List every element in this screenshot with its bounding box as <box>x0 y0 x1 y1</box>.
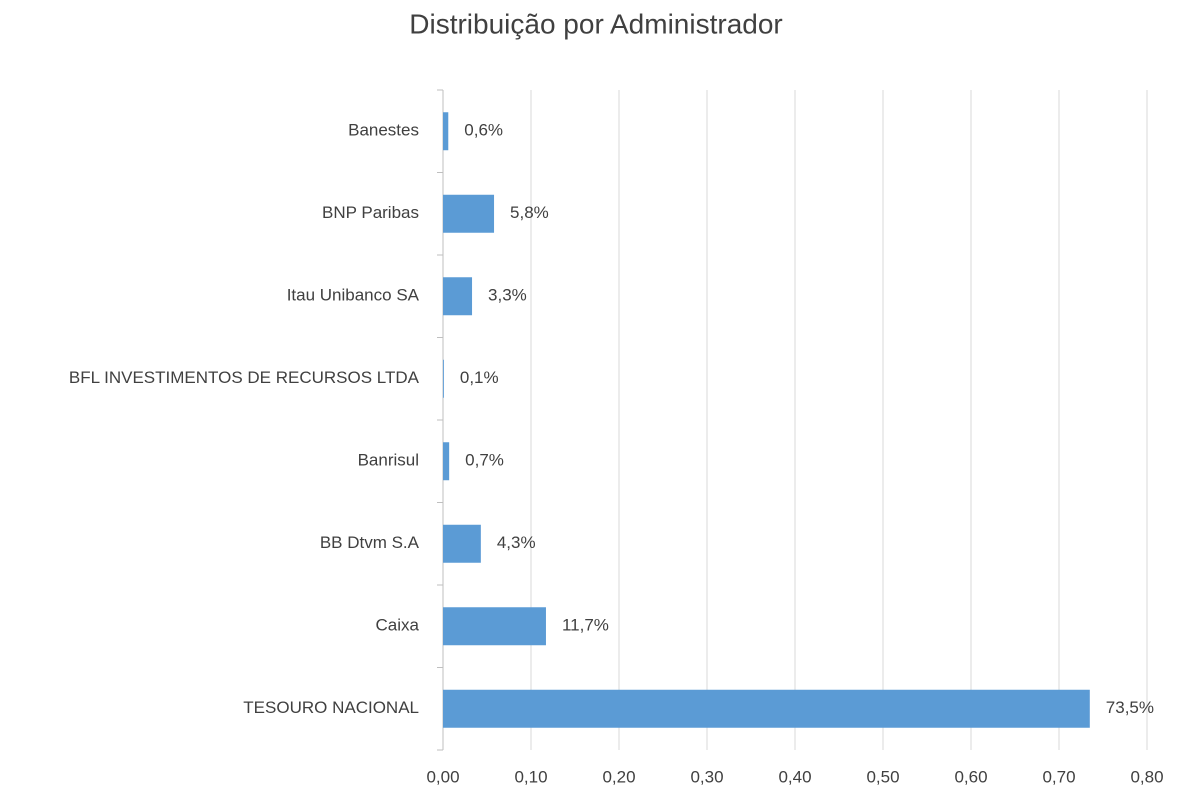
bar <box>443 607 546 646</box>
x-tick-label: 0,50 <box>866 767 899 786</box>
bar <box>443 524 481 563</box>
value-label: 0,1% <box>460 368 499 387</box>
bar <box>443 442 450 481</box>
y-tick-label: Caixa <box>376 616 420 635</box>
y-tick-label: Banestes <box>348 121 419 140</box>
value-label: 73,5% <box>1106 698 1154 717</box>
chart-title: Distribuição por Administrador <box>409 8 783 39</box>
bar <box>443 194 495 233</box>
value-label: 0,7% <box>465 451 504 470</box>
bar <box>443 277 473 316</box>
x-tick-label: 0,20 <box>602 767 635 786</box>
y-tick-label: Itau Unibanco SA <box>287 286 420 305</box>
y-tick-label: Banrisul <box>358 451 419 470</box>
value-label: 5,8% <box>510 203 549 222</box>
x-tick-label: 0,40 <box>778 767 811 786</box>
x-tick-label: 0,70 <box>1042 767 1075 786</box>
x-tick-label: 0,00 <box>426 767 459 786</box>
x-tick-label: 0,30 <box>690 767 723 786</box>
y-tick-label: BB Dtvm S.A <box>320 533 420 552</box>
x-tick-label: 0,10 <box>514 767 547 786</box>
bar <box>443 689 1090 728</box>
value-label: 4,3% <box>497 533 536 552</box>
value-label: 3,3% <box>488 286 527 305</box>
x-tick-label: 0,80 <box>1130 767 1163 786</box>
value-label: 11,7% <box>562 616 609 635</box>
bar <box>443 359 444 398</box>
y-tick-label: BFL INVESTIMENTOS DE RECURSOS LTDA <box>69 368 420 387</box>
y-tick-label: TESOURO NACIONAL <box>243 698 419 717</box>
bar <box>443 112 449 151</box>
x-tick-label: 0,60 <box>954 767 987 786</box>
y-tick-label: BNP Paribas <box>322 203 419 222</box>
value-label: 0,6% <box>464 121 503 140</box>
